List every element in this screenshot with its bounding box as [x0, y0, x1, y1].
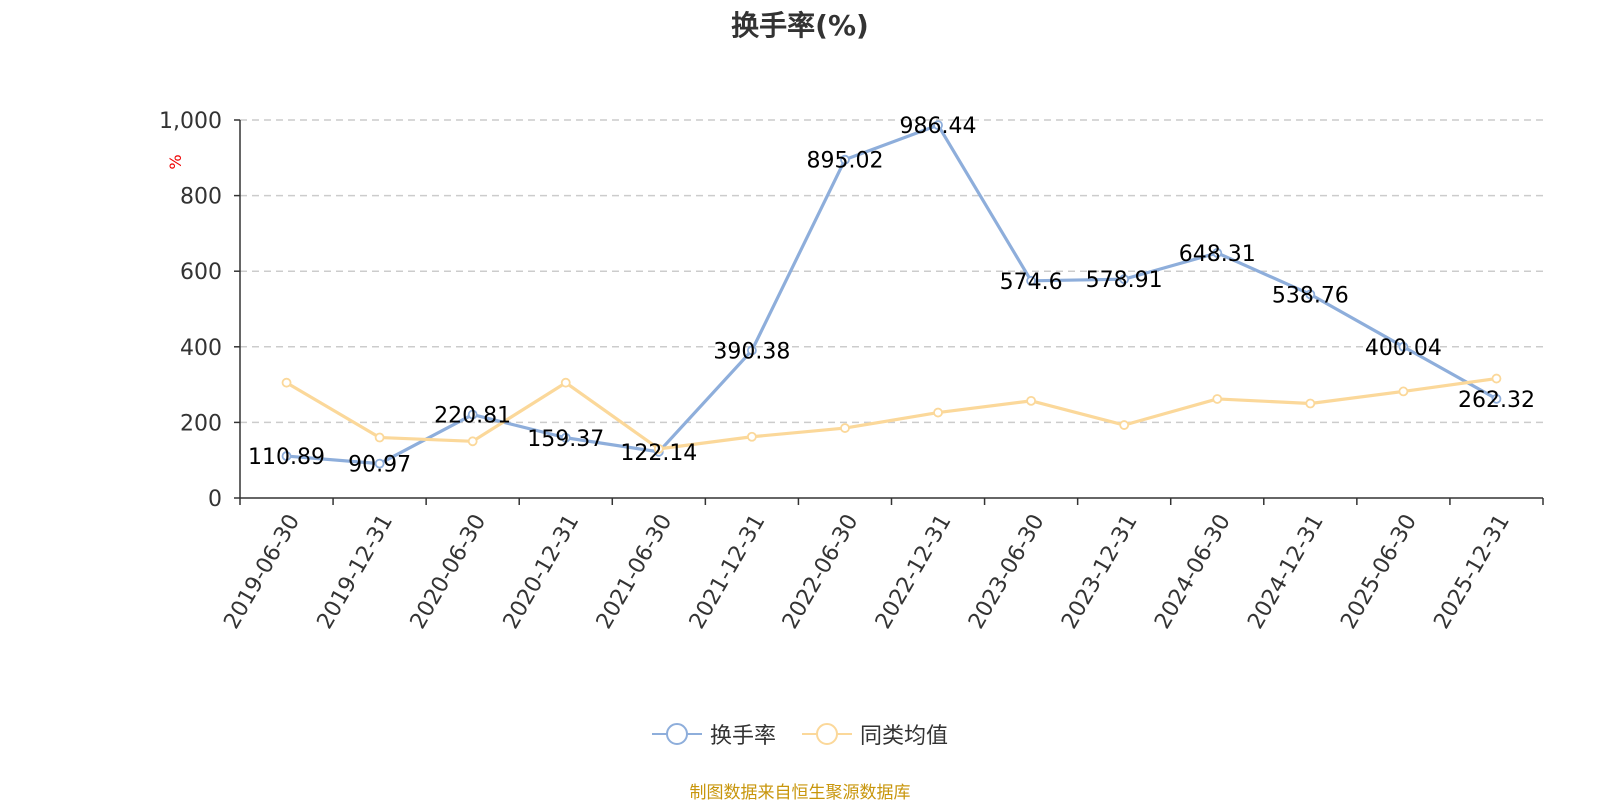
x-tick-label: 2023-06-30 — [964, 510, 1050, 633]
legend-label: 同类均值 — [860, 724, 949, 749]
y-tick-label: 400 — [180, 336, 222, 361]
data-point — [746, 345, 757, 356]
data-point — [1398, 386, 1409, 397]
series-line-2 — [285, 376, 1497, 451]
data-point — [1026, 395, 1037, 406]
legend-item-1[interactable]: 换手率 — [651, 718, 776, 750]
data-label: 895.02 — [806, 149, 883, 174]
legend-swatch-marker — [816, 723, 838, 745]
y-tick-label: 600 — [180, 260, 222, 285]
data-label: 110.89 — [248, 445, 325, 470]
source-note: 制图数据来自恒生聚源数据库 — [689, 783, 911, 803]
legend-swatch-icon — [651, 723, 702, 745]
data-point — [840, 154, 850, 165]
data-point — [933, 120, 943, 131]
data-point — [1305, 289, 1316, 300]
data-point — [467, 436, 478, 447]
data-label: 648.31 — [1179, 242, 1256, 267]
data-point — [560, 377, 571, 388]
x-tick-label: 2019-06-30 — [219, 510, 305, 633]
data-point — [1305, 398, 1316, 409]
legend-swatch-marker — [665, 723, 688, 745]
data-point — [1119, 420, 1130, 430]
chart-title: 换手率(%) — [731, 9, 869, 42]
legend: 换手率 同类均值 — [0, 718, 1600, 750]
data-point — [1491, 393, 1502, 404]
x-tick-label: 2025-06-30 — [1336, 510, 1422, 633]
data-label: 574.6 — [1000, 270, 1063, 295]
x-tick-label: 2022-12-31 — [871, 510, 957, 633]
data-label: 159.37 — [527, 427, 604, 452]
grid-lines — [240, 119, 1543, 424]
data-point — [1212, 248, 1223, 258]
x-tick-label: 2022-06-30 — [778, 510, 864, 633]
data-point — [933, 407, 943, 418]
x-tick-label: 2024-06-30 — [1150, 510, 1236, 633]
data-point — [1212, 394, 1223, 404]
data-point — [374, 432, 385, 443]
series-line-1 — [286, 123, 1498, 466]
data-point — [281, 451, 292, 461]
data-point — [840, 423, 850, 433]
x-tick-label: 2019-12-31 — [313, 510, 399, 633]
data-point — [1119, 274, 1130, 285]
legend-swatch-icon — [802, 723, 852, 745]
x-tick-label: 2025-12-31 — [1429, 510, 1515, 633]
x-tick-label: 2020-06-30 — [406, 510, 492, 633]
data-point — [746, 431, 757, 442]
data-point — [1026, 275, 1037, 286]
legend-item-2[interactable]: 同类均值 — [802, 718, 948, 750]
data-label: 390.38 — [713, 339, 790, 364]
data-label: 220.81 — [434, 404, 511, 429]
data-point — [653, 443, 664, 454]
data-label: 538.76 — [1272, 283, 1349, 308]
y-tick-label: 200 — [180, 411, 222, 436]
data-label: 262.32 — [1458, 388, 1535, 413]
x-tick-label: 2023-12-31 — [1057, 510, 1143, 633]
y-tick-label: 0 — [208, 487, 222, 512]
data-point — [1491, 373, 1502, 384]
data-label: 400.04 — [1365, 336, 1442, 361]
x-tick-label: 2021-12-31 — [685, 510, 771, 633]
x-tick-label: 2024-12-31 — [1243, 510, 1329, 633]
x-tick-label: 2021-06-30 — [592, 510, 678, 633]
y-tick-label: 1,000 — [159, 109, 222, 134]
y-tick-label: 800 — [180, 185, 222, 210]
data-label: 986.44 — [900, 114, 977, 139]
data-point — [467, 409, 478, 420]
data-label: 90.97 — [348, 453, 411, 478]
x-tick-label: 2020-12-31 — [499, 510, 585, 633]
y-axis-unit-label: % — [166, 154, 185, 169]
data-point — [281, 377, 292, 388]
data-point — [560, 432, 571, 443]
data-point — [374, 458, 385, 469]
data-label: 122.14 — [620, 441, 697, 466]
data-labels: 110.89 90.97 220.81 159.37 122.14 390.38 895.0… — [248, 114, 1535, 477]
series-lines — [281, 120, 1502, 469]
data-label: 578.91 — [1086, 268, 1163, 293]
data-point — [1398, 341, 1409, 352]
legend-label: 换手率 — [709, 724, 776, 749]
